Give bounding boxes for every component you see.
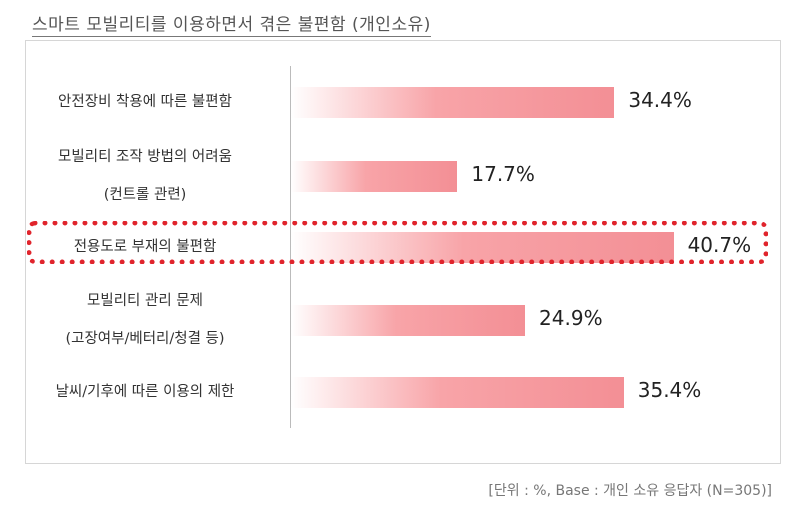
chart-title: 스마트 모빌리티를 이용하면서 겪은 불편함 (개인소유) — [32, 10, 431, 37]
category-label: 모빌리티 조작 방법의 어려움 — [58, 149, 232, 165]
bar — [291, 160, 458, 192]
bar — [291, 86, 615, 118]
highlight-box — [27, 221, 768, 264]
category-label: (컨트롤 관련) — [103, 187, 187, 203]
category-axis-line — [290, 66, 291, 428]
bar — [291, 376, 624, 408]
value-label: 34.4% — [628, 88, 692, 112]
category-label: 모빌리티 관리 문제 — [87, 293, 203, 309]
category-label: 날씨/기후에 따른 이용의 제한 — [55, 384, 235, 400]
value-label: 40.7% — [687, 233, 752, 257]
bar — [291, 304, 526, 336]
value-label: 35.4% — [637, 378, 702, 402]
category-label: 전용도로 부재의 불편함 — [73, 239, 217, 255]
footnote: [단위 : %, Base : 개인 소유 응답자 (N=305)] — [488, 483, 772, 499]
bar — [291, 231, 674, 263]
value-label: 24.9% — [539, 306, 603, 330]
value-label: 17.7% — [471, 162, 535, 186]
category-label: (고장여부/베터리/청결 등) — [65, 331, 225, 347]
category-label: 안전장비 착용에 따른 불편함 — [58, 94, 232, 110]
